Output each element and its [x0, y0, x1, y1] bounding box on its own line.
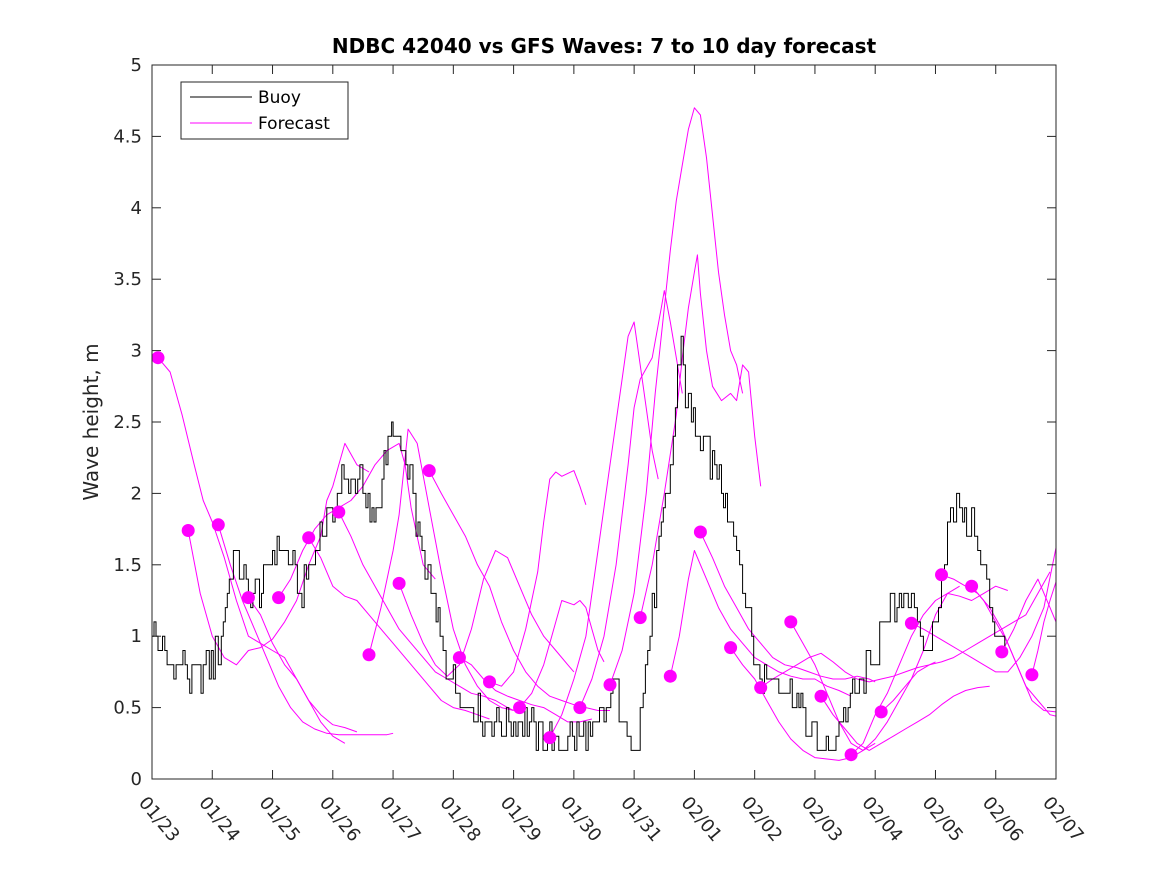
ticks-layer — [151, 64, 1057, 780]
forecast-marker-18 — [663, 669, 677, 683]
forecast-marker-24 — [844, 748, 858, 762]
forecast-line-30 — [1031, 581, 1056, 675]
y-tick-label: 1.5 — [113, 555, 142, 576]
legend: Buoy Forecast — [180, 81, 349, 140]
forecast-line-23 — [820, 685, 990, 751]
y-tick-label: 4 — [131, 198, 142, 219]
forecast-line-27 — [941, 574, 1056, 717]
forecast-line-26 — [911, 547, 1056, 673]
forecast-line-28 — [971, 585, 1056, 713]
forecast-marker-8 — [362, 648, 376, 662]
forecast-marker-12 — [483, 675, 496, 689]
forecast-marker-16 — [603, 678, 617, 692]
forecast-marker-1 — [152, 351, 165, 365]
forecast-marker-29 — [995, 645, 1009, 659]
forecast-line-6 — [308, 537, 490, 720]
forecast-marker-23 — [814, 689, 828, 703]
forecast-marker-28 — [965, 579, 979, 593]
forecast-marker-26 — [904, 616, 918, 630]
forecast-line-7 — [338, 511, 514, 711]
forecast-line-16 — [609, 107, 744, 685]
forecast-marker-11 — [452, 651, 466, 665]
y-tick-label: 3 — [131, 341, 142, 362]
forecast-marker-30 — [1025, 668, 1039, 682]
y-tick-label: 2.5 — [113, 412, 142, 433]
y-axis-label: Wave height, m — [79, 343, 103, 500]
forecast-marker-22 — [784, 615, 798, 629]
forecast-line-25 — [880, 571, 1051, 713]
forecast-marker-13 — [513, 701, 527, 715]
forecast-marker-20 — [724, 641, 738, 655]
legend-buoy-label: Buoy — [258, 88, 301, 108]
y-tick-labels: 0 0.5 1 1.5 2 2.5 3 3.5 4 4.5 5 — [113, 55, 142, 790]
chart-title: NDBC 42040 vs GFS Waves: 7 to 10 day for… — [332, 34, 877, 58]
legend-box — [180, 81, 349, 140]
forecast-line-14 — [549, 321, 659, 738]
forecast-line-4 — [247, 597, 358, 733]
forecast-marker-4 — [241, 591, 255, 605]
forecast-line-8 — [368, 428, 514, 711]
forecast-marker-27 — [935, 568, 948, 582]
legend-forecast-label: Forecast — [258, 114, 330, 134]
plot-area — [152, 65, 1056, 779]
forecast-marker-21 — [754, 681, 768, 695]
forecast-marker-5 — [272, 591, 286, 605]
y-tick-label: 3.5 — [113, 269, 142, 290]
forecast-marker-15 — [573, 701, 587, 715]
forecast-line-19 — [699, 531, 876, 683]
forecast-line-21 — [760, 652, 936, 689]
y-tick-label: 4.5 — [113, 126, 142, 147]
forecast-line-13 — [519, 600, 605, 708]
y-tick-label: 0 — [131, 769, 142, 790]
forecast-line-18 — [669, 550, 852, 697]
forecast-marker-9 — [392, 576, 406, 590]
forecast-marker-6 — [302, 531, 316, 545]
forecast-marker-25 — [874, 705, 888, 719]
forecast-line-2 — [187, 442, 370, 666]
plot-content — [152, 107, 1056, 762]
y-tick-label: 2 — [131, 483, 142, 504]
forecast-marker-10 — [422, 464, 436, 478]
forecast-marker-3 — [211, 518, 225, 532]
forecast-marker-7 — [332, 505, 346, 519]
y-tick-label: 5 — [131, 55, 142, 76]
forecast-marker-17 — [633, 611, 647, 625]
forecast-marker-2 — [181, 524, 195, 537]
buoy-line — [152, 335, 1006, 751]
forecast-line-3 — [217, 524, 394, 736]
forecast-line-15 — [579, 290, 683, 708]
forecast-marker-14 — [543, 731, 557, 745]
y-tick-label: 0.5 — [113, 698, 142, 719]
forecast-line-17 — [639, 254, 762, 618]
forecast-line-1 — [157, 357, 346, 744]
forecast-marker-19 — [693, 525, 707, 539]
forecast-line-12 — [489, 470, 587, 687]
y-tick-label: 1 — [131, 626, 142, 647]
forecast-line-29 — [1001, 578, 1056, 653]
forecast-line-22 — [790, 585, 960, 751]
